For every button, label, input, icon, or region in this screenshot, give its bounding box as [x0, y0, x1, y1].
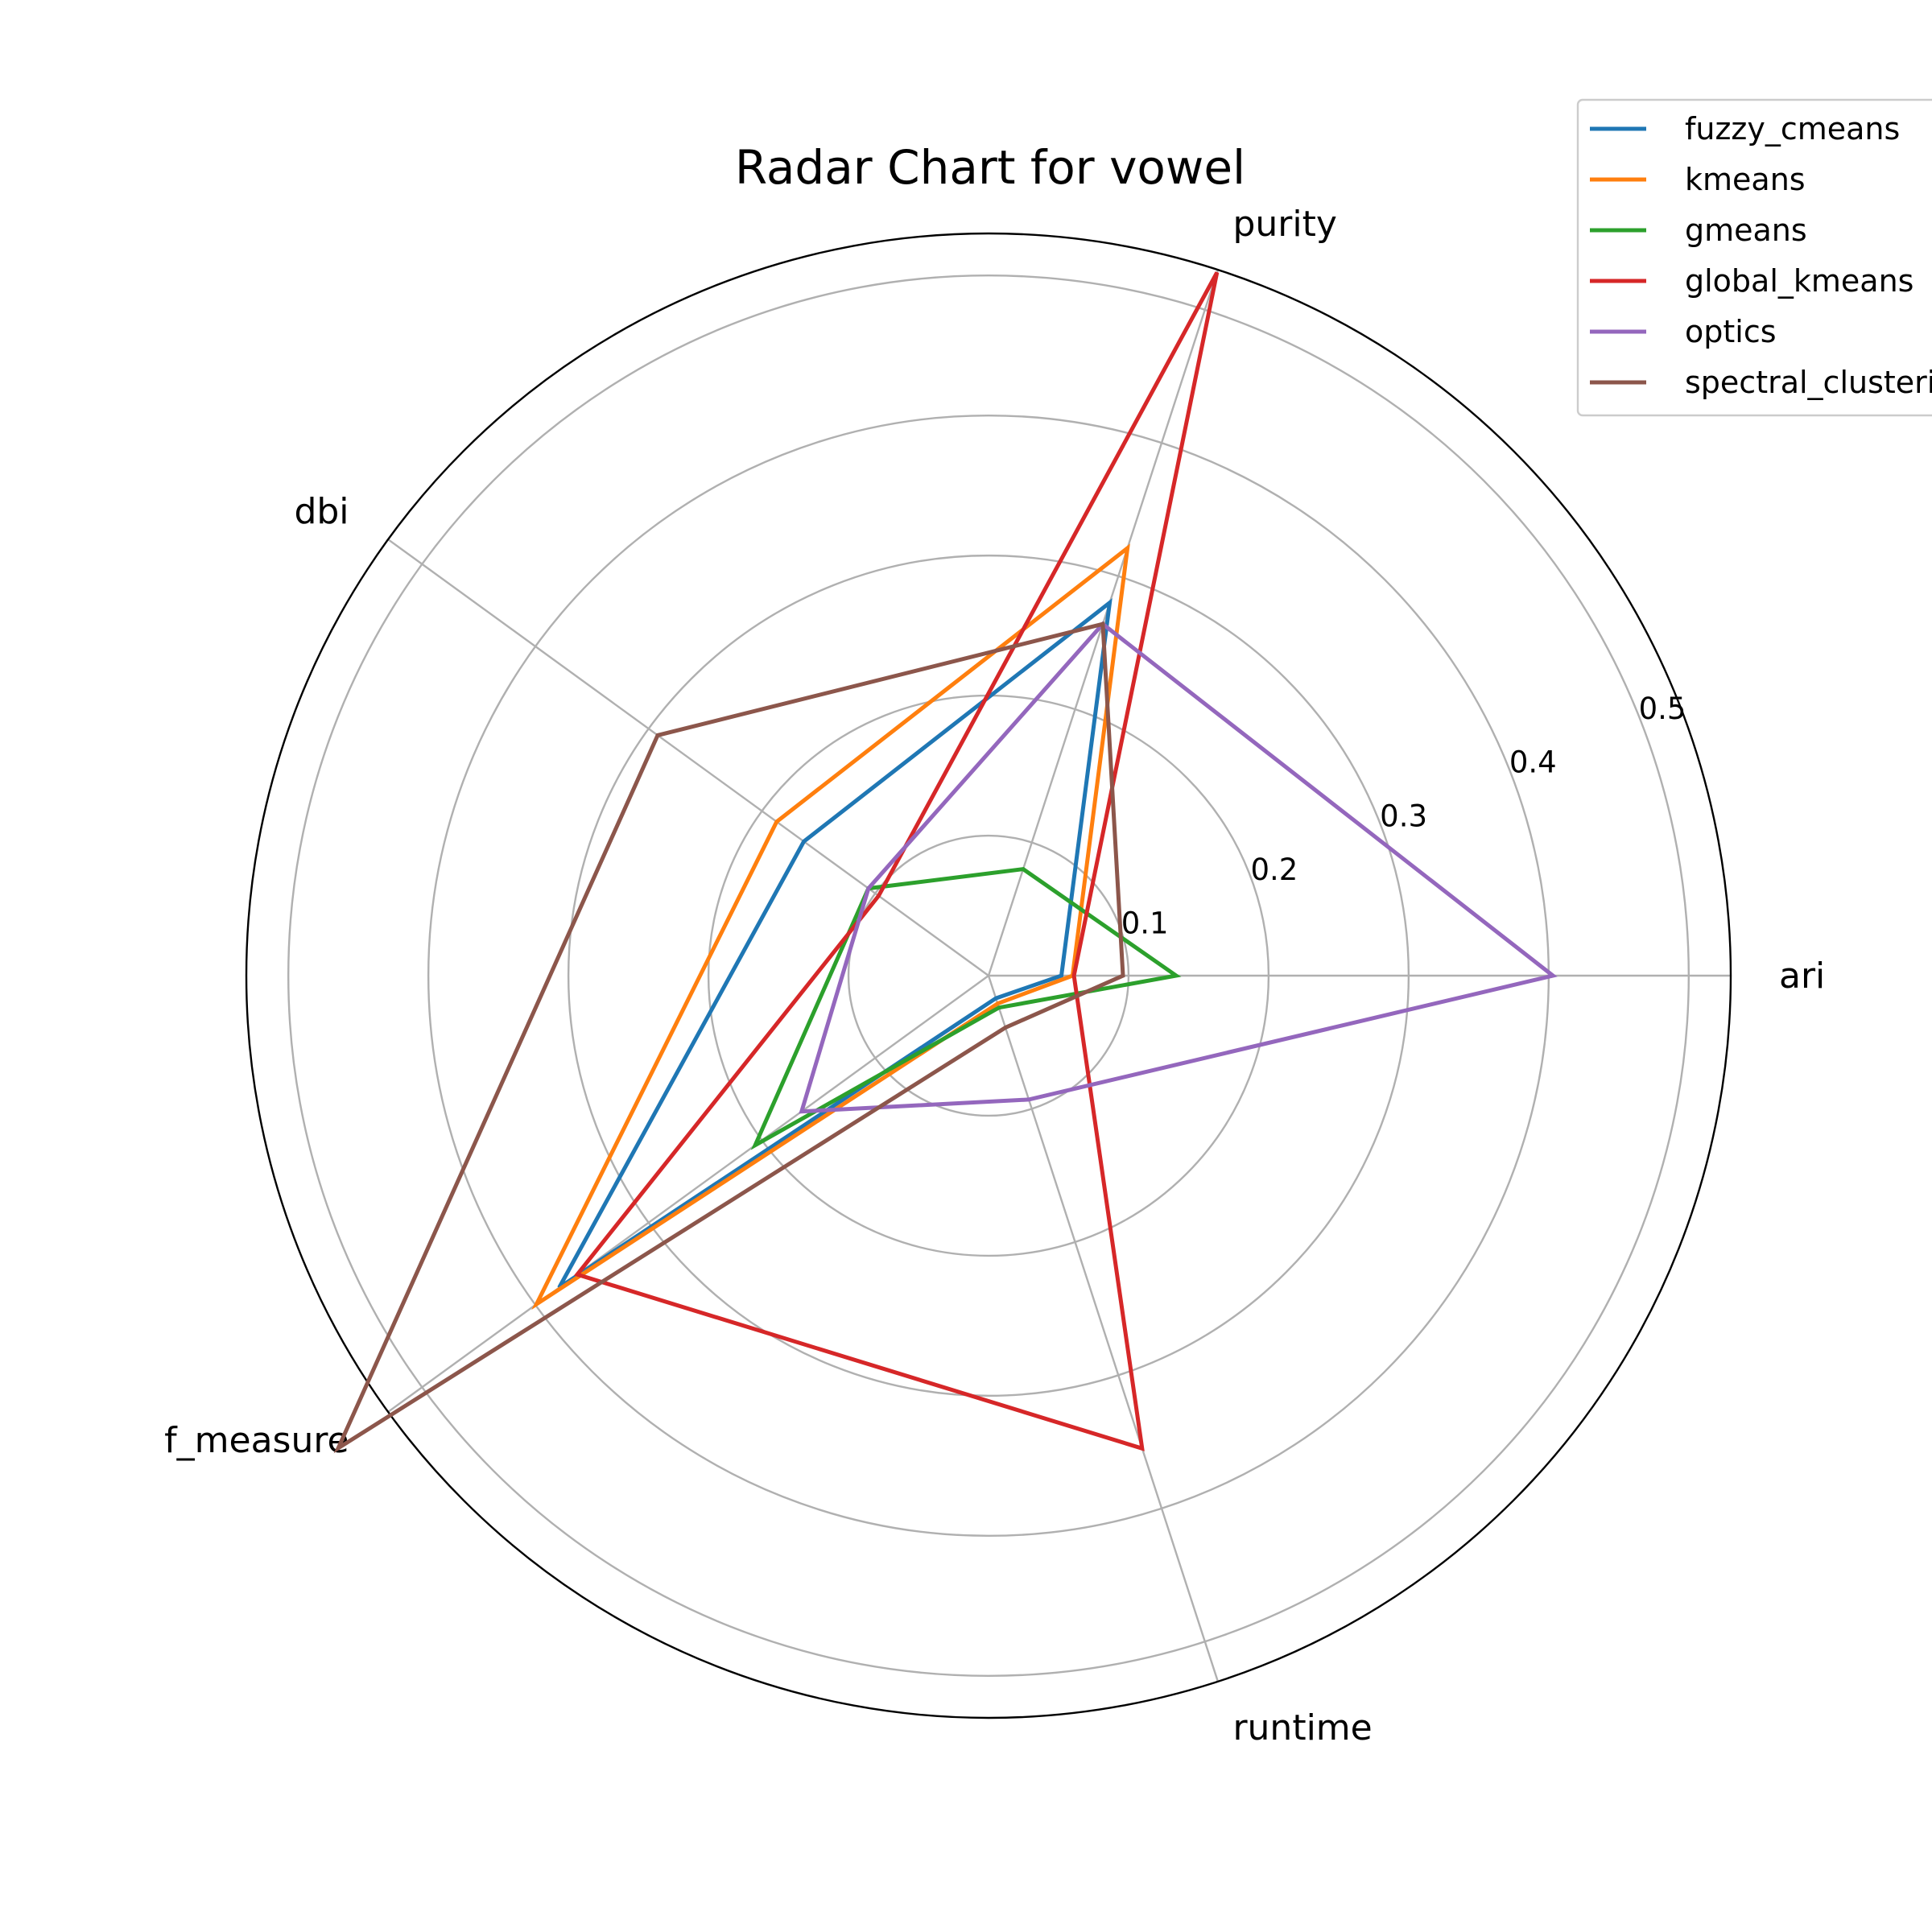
series-line-global_kmeans: [573, 271, 1220, 1451]
radial-tick-labels: 0.1 0.2 0.3 0.4 0.5: [1121, 691, 1686, 940]
legend-label-kmeans: kmeans: [1685, 162, 1806, 197]
tick-label-0.3: 0.3: [1380, 799, 1427, 833]
series-fuzzy_cmeans: [557, 597, 1113, 1290]
series-line-gmeans: [750, 867, 1182, 1150]
legend-label-optics: optics: [1685, 314, 1777, 349]
legend-label-gmeans: gmeans: [1685, 213, 1807, 248]
series-spectral_clustering: [333, 621, 1125, 1454]
series-gmeans: [750, 867, 1182, 1150]
axis-label-dbi: dbi: [294, 491, 349, 532]
axis-label-runtime: runtime: [1232, 1707, 1372, 1748]
series-line-kmeans: [531, 543, 1130, 1311]
spoke-f_measure: [387, 975, 989, 1413]
spoke-dbi: [387, 539, 989, 976]
series-line-fuzzy_cmeans: [557, 597, 1113, 1290]
tick-label-0.4: 0.4: [1509, 745, 1557, 780]
spoke-runtime: [987, 975, 1220, 1682]
axis-label-ari: ari: [1779, 956, 1825, 997]
series-global_kmeans: [573, 271, 1220, 1451]
tick-label-0.5: 0.5: [1639, 691, 1686, 726]
tick-label-0.1: 0.1: [1121, 906, 1169, 940]
chart-title: Radar Chart for vowel: [735, 140, 1245, 195]
series-line-spectral_clustering: [333, 621, 1125, 1454]
series-optics: [799, 621, 1558, 1114]
axis-label-purity: purity: [1232, 204, 1336, 245]
legend-label-spectral_clustering: spectral_clustering: [1685, 365, 1932, 400]
series-line-optics: [799, 621, 1558, 1114]
legend-label-global_kmeans: global_kmeans: [1685, 263, 1913, 299]
data-series: [333, 271, 1558, 1454]
legend-frame: [1576, 98, 1932, 417]
series-kmeans: [531, 543, 1130, 1311]
axis-label-f_measure: f_measure: [164, 1420, 349, 1461]
tick-label-0.2: 0.2: [1250, 852, 1298, 887]
polar-grid: [287, 269, 1731, 1682]
polar-frame: [245, 232, 1732, 1719]
legend-label-fuzzy_cmeans: fuzzy_cmeans: [1685, 111, 1900, 147]
